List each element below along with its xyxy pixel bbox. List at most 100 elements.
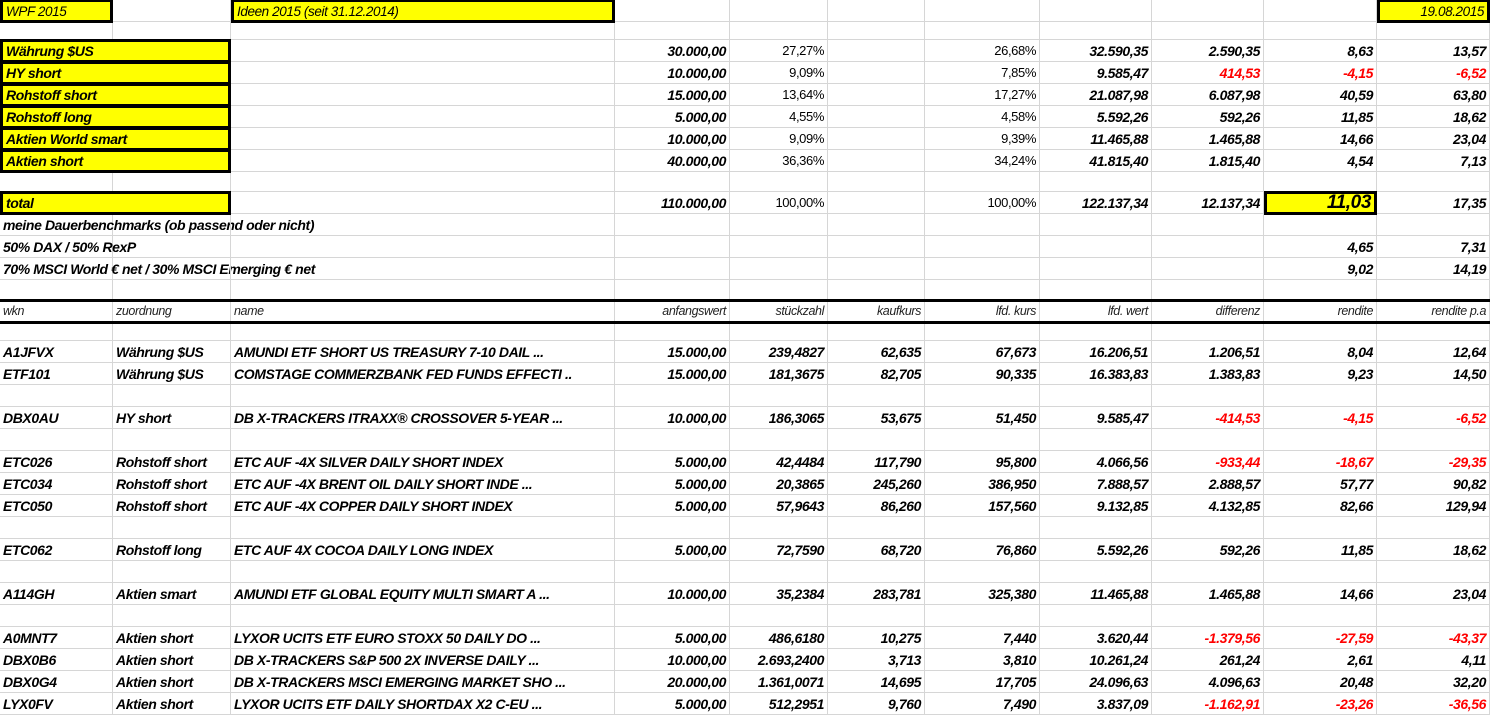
cell-position-name[interactable]: DB X-TRACKERS MSCI EMERGING MARKET SHO .… bbox=[231, 671, 615, 693]
cell-gap-rendite[interactable] bbox=[1264, 172, 1377, 192]
cell-position-lfd-kurs[interactable]: 90,335 bbox=[925, 363, 1040, 385]
cell-position-kaufkurs[interactable]: 53,675 bbox=[828, 407, 925, 429]
cell-position-zuordnung[interactable]: HY short bbox=[113, 407, 231, 429]
cell-spacer-wkn[interactable] bbox=[0, 22, 113, 40]
cell-position-kaufkurs[interactable]: 62,635 bbox=[828, 341, 925, 363]
cell-spacer-stueckzahl[interactable] bbox=[730, 22, 828, 40]
cell-category-kaufkurs[interactable] bbox=[828, 106, 925, 128]
cell-gap-stueckzahl[interactable] bbox=[730, 172, 828, 192]
cell-spacer-rendite[interactable] bbox=[1264, 22, 1377, 40]
cell-benchmark-wkn[interactable]: 50% DAX / 50% RexP bbox=[0, 236, 136, 258]
cell-title-anfangswert[interactable] bbox=[615, 0, 730, 22]
cell-position-differenz[interactable]: 1.465,88 bbox=[1152, 583, 1264, 605]
cell-title-differenz[interactable] bbox=[1152, 0, 1264, 22]
cell-title-rendite[interactable] bbox=[1264, 0, 1377, 22]
cell-row-differenz[interactable] bbox=[1152, 385, 1264, 407]
cell-header-lfd-wert[interactable]: lfd. wert bbox=[1040, 300, 1152, 323]
cell-gap-stueckzahl[interactable] bbox=[730, 280, 828, 300]
cell-benchmark-wkn[interactable]: 70% MSCI World € net / 30% MSCI Emerging… bbox=[0, 258, 315, 280]
cell-position-stueckzahl[interactable]: 57,9643 bbox=[730, 495, 828, 517]
cell-row-lfd-kurs[interactable] bbox=[925, 517, 1040, 539]
cell-category-lfd-wert[interactable]: 21.087,98 bbox=[1040, 84, 1152, 106]
cell-position-stueckzahl[interactable]: 239,4827 bbox=[730, 341, 828, 363]
cell-benchmark-lfd-kurs[interactable] bbox=[925, 258, 1040, 280]
cell-position-rendite-pa[interactable]: -43,37 bbox=[1377, 627, 1490, 649]
cell-category-rendite[interactable]: 4,54 bbox=[1264, 150, 1377, 172]
cell-category-wkn[interactable]: Aktien short bbox=[0, 149, 231, 173]
cell-position-rendite[interactable]: -27,59 bbox=[1264, 627, 1377, 649]
cell-row-anfangswert[interactable] bbox=[615, 605, 730, 627]
cell-position-stueckzahl[interactable]: 512,2951 bbox=[730, 693, 828, 715]
cell-category-wkn[interactable]: Währung $US bbox=[0, 39, 231, 63]
cell-position-rendite[interactable]: -4,15 bbox=[1264, 407, 1377, 429]
cell-benchmark-lfd-wert[interactable] bbox=[1040, 236, 1152, 258]
cell-spacer-kaufkurs[interactable] bbox=[828, 22, 925, 40]
cell-row-name[interactable] bbox=[231, 385, 615, 407]
cell-category-wkn[interactable]: Aktien World smart bbox=[0, 127, 231, 151]
cell-position-rendite[interactable]: -18,67 bbox=[1264, 451, 1377, 473]
cell-category-stueckzahl[interactable]: 9,09% bbox=[730, 128, 828, 150]
cell-category-name[interactable] bbox=[231, 150, 615, 172]
cell-row-kaufkurs[interactable] bbox=[828, 517, 925, 539]
cell-gap-lfd-kurs[interactable] bbox=[925, 172, 1040, 192]
cell-position-wkn[interactable]: LYX0FV bbox=[0, 693, 113, 715]
cell-spacer-name[interactable] bbox=[231, 22, 615, 40]
cell-category-rendite[interactable]: 14,66 bbox=[1264, 128, 1377, 150]
cell-category-kaufkurs[interactable] bbox=[828, 150, 925, 172]
cell-category-lfd-kurs[interactable]: 26,68% bbox=[925, 40, 1040, 62]
cell-title-zuordnung[interactable] bbox=[113, 0, 231, 22]
cell-spacer-lfd-wert[interactable] bbox=[1040, 22, 1152, 40]
cell-category-stueckzahl[interactable]: 4,55% bbox=[730, 106, 828, 128]
cell-position-zuordnung[interactable]: Aktien smart bbox=[113, 583, 231, 605]
cell-gap-rendite-pa[interactable] bbox=[1377, 172, 1490, 192]
cell-header-wkn[interactable]: wkn bbox=[0, 300, 113, 323]
cell-category-differenz[interactable]: 2.590,35 bbox=[1152, 40, 1264, 62]
cell-category-lfd-wert[interactable]: 32.590,35 bbox=[1040, 40, 1152, 62]
cell-header-differenz[interactable]: differenz bbox=[1152, 300, 1264, 323]
cell-header-kaufkurs[interactable]: kaufkurs bbox=[828, 300, 925, 323]
cell-category-rendite[interactable]: 8,63 bbox=[1264, 40, 1377, 62]
cell-category-stueckzahl[interactable]: 13,64% bbox=[730, 84, 828, 106]
cell-total-rendite-pa[interactable]: 17,35 bbox=[1377, 192, 1490, 214]
cell-position-name[interactable]: DB X-TRACKERS S&P 500 2X INVERSE DAILY .… bbox=[231, 649, 615, 671]
cell-benchmark-differenz[interactable] bbox=[1152, 236, 1264, 258]
cell-category-lfd-wert[interactable]: 41.815,40 bbox=[1040, 150, 1152, 172]
cell-header-lfd-kurs[interactable]: lfd. kurs bbox=[925, 300, 1040, 323]
cell-position-wkn[interactable]: DBX0AU bbox=[0, 407, 113, 429]
cell-position-name[interactable]: LYXOR UCITS ETF EURO STOXX 50 DAILY DO .… bbox=[231, 627, 615, 649]
cell-category-rendite-pa[interactable]: 18,62 bbox=[1377, 106, 1490, 128]
cell-position-wkn[interactable]: A0MNT7 bbox=[0, 627, 113, 649]
cell-category-rendite-pa[interactable]: 23,04 bbox=[1377, 128, 1490, 150]
cell-category-differenz[interactable]: 1.465,88 bbox=[1152, 128, 1264, 150]
cell-position-kaufkurs[interactable]: 82,705 bbox=[828, 363, 925, 385]
cell-category-rendite[interactable]: 11,85 bbox=[1264, 106, 1377, 128]
cell-position-anfangswert[interactable]: 5.000,00 bbox=[615, 693, 730, 715]
cell-position-lfd-kurs[interactable]: 7,440 bbox=[925, 627, 1040, 649]
cell-benchmark-lfd-wert[interactable] bbox=[1040, 258, 1152, 280]
cell-position-rendite-pa[interactable]: -6,52 bbox=[1377, 407, 1490, 429]
cell-category-kaufkurs[interactable] bbox=[828, 40, 925, 62]
cell-category-anfangswert[interactable]: 30.000,00 bbox=[615, 40, 730, 62]
cell-row-kaufkurs[interactable] bbox=[828, 561, 925, 583]
cell-category-lfd-wert[interactable]: 11.465,88 bbox=[1040, 128, 1152, 150]
cell-row-lfd-wert[interactable] bbox=[1040, 517, 1152, 539]
cell-position-name[interactable]: ETC AUF -4X COPPER DAILY SHORT INDEX bbox=[231, 495, 615, 517]
cell-position-kaufkurs[interactable]: 10,275 bbox=[828, 627, 925, 649]
cell-category-anfangswert[interactable]: 5.000,00 bbox=[615, 106, 730, 128]
cell-benchmark-differenz[interactable] bbox=[1152, 258, 1264, 280]
cell-row-anfangswert[interactable] bbox=[615, 429, 730, 451]
cell-gap-kaufkurs[interactable] bbox=[828, 172, 925, 192]
cell-position-lfd-wert[interactable]: 16.206,51 bbox=[1040, 341, 1152, 363]
cell-category-lfd-kurs[interactable]: 34,24% bbox=[925, 150, 1040, 172]
cell-position-rendite-pa[interactable]: 90,82 bbox=[1377, 473, 1490, 495]
cell-position-lfd-wert[interactable]: 24.096,63 bbox=[1040, 671, 1152, 693]
cell-position-anfangswert[interactable]: 10.000,00 bbox=[615, 407, 730, 429]
cell-row-kaufkurs[interactable] bbox=[828, 605, 925, 627]
cell-category-name[interactable] bbox=[231, 128, 615, 150]
cell-gap-lfd-kurs[interactable] bbox=[925, 280, 1040, 300]
cell-row-name[interactable] bbox=[231, 605, 615, 627]
cell-gap-lfd-wert[interactable] bbox=[1040, 280, 1152, 300]
cell-position-anfangswert[interactable]: 5.000,00 bbox=[615, 451, 730, 473]
cell-category-rendite-pa[interactable]: -6,52 bbox=[1377, 62, 1490, 84]
cell-total-kaufkurs[interactable] bbox=[828, 192, 925, 214]
